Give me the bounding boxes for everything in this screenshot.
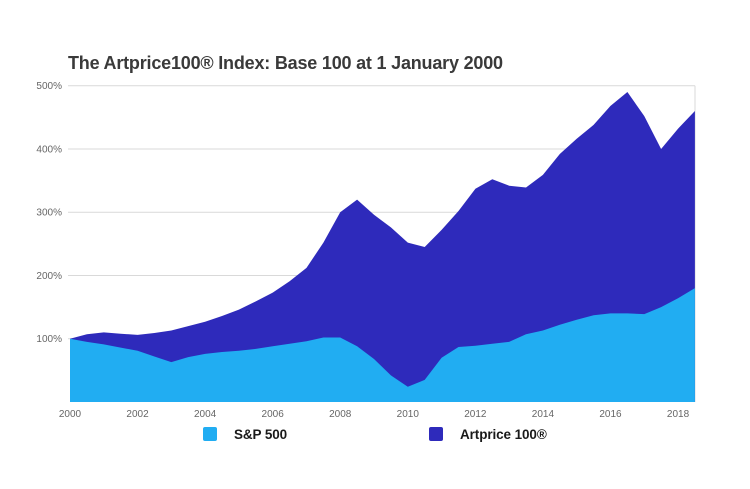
x-tick-label: 2004 xyxy=(194,409,217,420)
y-tick-label: 300% xyxy=(36,208,62,219)
x-tick-label: 2014 xyxy=(532,409,555,420)
sp500-swatch-icon xyxy=(203,427,217,441)
legend-item-artprice: Artprice 100® xyxy=(429,426,547,442)
artprice-swatch-icon xyxy=(429,427,443,441)
y-tick-label: 500% xyxy=(36,81,62,92)
y-tick-label: 200% xyxy=(36,271,62,282)
x-tick-label: 2012 xyxy=(464,409,487,420)
chart-title: The Artprice100® Index: Base 100 at 1 Ja… xyxy=(68,53,503,73)
x-tick-label: 2018 xyxy=(667,409,690,420)
x-tick-label: 2000 xyxy=(59,409,82,420)
x-tick-label: 2016 xyxy=(599,409,622,420)
x-tick-label: 2010 xyxy=(397,409,420,420)
sp500-area xyxy=(70,288,695,402)
y-tick-label: 400% xyxy=(36,144,62,155)
artprice-legend-label: Artprice 100® xyxy=(460,426,547,442)
sp500-legend-label: S&P 500 xyxy=(234,426,288,442)
legend-item-sp500: S&P 500 xyxy=(203,426,287,442)
artprice-area xyxy=(70,92,695,402)
x-tick-label: 2008 xyxy=(329,409,352,420)
chart-legend: S&P 500 Artprice 100® xyxy=(0,426,750,446)
y-tick-label: 100% xyxy=(36,334,62,345)
x-tick-label: 2002 xyxy=(126,409,149,420)
x-tick-label: 2006 xyxy=(262,409,285,420)
